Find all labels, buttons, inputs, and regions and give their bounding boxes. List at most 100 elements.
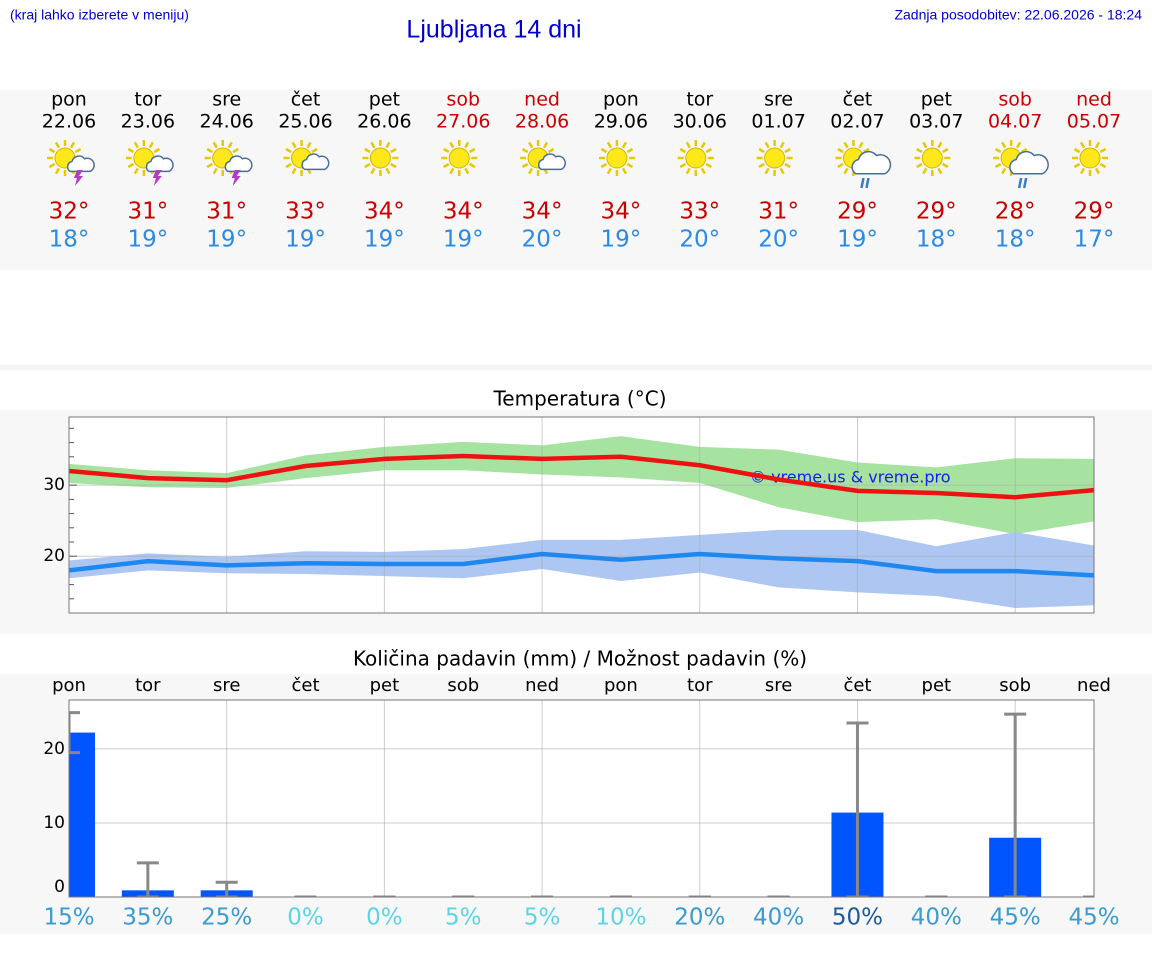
sun-ray xyxy=(306,141,312,149)
sun-ray xyxy=(74,147,82,154)
sun-ray xyxy=(449,167,455,175)
error-bar xyxy=(69,711,80,755)
precip-chance: 20% xyxy=(674,905,725,931)
sun-ray xyxy=(942,147,949,154)
sun-disc xyxy=(606,147,628,169)
precip-chance: 35% xyxy=(122,905,173,931)
weather-icon xyxy=(1072,140,1108,176)
sun-ray xyxy=(942,162,949,169)
day-name: sre xyxy=(212,89,241,111)
precip-chance: 5% xyxy=(524,905,561,931)
temp-low: 18° xyxy=(995,227,1036,253)
sun-ray xyxy=(285,162,292,169)
sun-ray xyxy=(464,167,470,175)
bar xyxy=(69,732,95,897)
day-name: čet xyxy=(291,89,321,111)
precip-chance: 10% xyxy=(595,905,646,931)
plot-frame xyxy=(68,699,1095,898)
sun-ray xyxy=(837,162,844,169)
sun-ray xyxy=(48,147,56,154)
day-name: pet xyxy=(921,89,952,111)
sun-ray xyxy=(858,141,864,149)
x-tick-label: tor xyxy=(687,675,713,696)
temp-low: 20° xyxy=(679,227,720,253)
temp-low: 19° xyxy=(127,227,168,253)
weather-icon xyxy=(204,140,253,186)
sun-ray xyxy=(449,141,455,149)
day-name: ned xyxy=(524,89,560,111)
sun-ray xyxy=(227,141,233,149)
sun-ray xyxy=(212,167,218,175)
sun-disc xyxy=(921,147,943,169)
sun-ray xyxy=(700,141,706,149)
day-date: 24.06 xyxy=(199,111,253,133)
sun-ray xyxy=(291,141,297,149)
sun-ray xyxy=(700,167,706,175)
precip-chance: 45% xyxy=(1068,905,1119,931)
day-date: 02.07 xyxy=(830,111,884,133)
page-title: Ljubljana 14 dni xyxy=(406,16,581,44)
sun-ray xyxy=(606,141,613,149)
sun-ray xyxy=(390,162,397,169)
watermark: © vreme.us & vreme.pro xyxy=(750,468,951,487)
weather-icon xyxy=(598,140,635,176)
day-name: tor xyxy=(134,89,161,111)
temp-high: 28° xyxy=(995,199,1036,225)
sun-ray xyxy=(1016,141,1022,149)
day-name: sob xyxy=(998,89,1032,111)
sun-ray xyxy=(311,147,318,154)
temp-low: 19° xyxy=(837,227,878,253)
sun-ray xyxy=(206,162,213,169)
lightning xyxy=(231,170,241,186)
temp-low: 19° xyxy=(601,227,642,253)
sun-ray xyxy=(1094,141,1101,149)
error-bar xyxy=(1004,712,1027,897)
x-tick-label: sre xyxy=(213,675,240,696)
sun-ray xyxy=(600,147,608,154)
day-date: 26.06 xyxy=(357,111,411,133)
sun-ray xyxy=(133,167,139,175)
sun-ray xyxy=(626,162,634,169)
cloud xyxy=(66,155,95,173)
day-name: pon xyxy=(51,89,87,111)
precip-chance: 50% xyxy=(832,905,883,931)
sun-ray xyxy=(127,162,135,169)
day-date: 22.06 xyxy=(42,111,96,133)
x-tick-label: sre xyxy=(765,675,792,696)
sun-ray xyxy=(1001,167,1007,175)
temp-high: 34° xyxy=(601,199,642,225)
rain-drop xyxy=(1017,177,1023,189)
precip-chance: 0% xyxy=(287,905,324,931)
sun-ray xyxy=(685,141,691,149)
error-bar xyxy=(846,721,869,897)
temp-high: 34° xyxy=(443,199,484,225)
sun-ray xyxy=(527,167,534,175)
sun-ray xyxy=(206,147,213,154)
cloud xyxy=(851,150,892,175)
sun-ray xyxy=(922,167,928,175)
temp-high: 34° xyxy=(522,199,563,225)
sun-ray xyxy=(385,141,391,149)
sun-ray xyxy=(606,167,613,175)
temp-high: 29° xyxy=(837,199,878,225)
sun-ray xyxy=(468,147,476,154)
x-tick-label: čet xyxy=(843,675,871,696)
sun-disc xyxy=(448,147,470,169)
temp-high: 33° xyxy=(679,199,720,225)
y-tick-label: 20 xyxy=(43,739,65,759)
x-tick-label: pet xyxy=(370,675,400,696)
sun-ray xyxy=(1099,162,1107,169)
sun-disc xyxy=(1079,147,1101,169)
rain-drop xyxy=(860,177,865,189)
menu-note: (kraj lahko izberete v meniju) xyxy=(10,7,189,23)
weather-icon xyxy=(677,140,714,176)
precip-chance: 15% xyxy=(43,905,94,931)
day-name: sre xyxy=(764,89,793,111)
sun-ray xyxy=(937,141,943,149)
sun-ray xyxy=(705,162,712,169)
sun-ray xyxy=(937,167,943,175)
sun-ray xyxy=(758,162,765,169)
temp-low: 19° xyxy=(285,227,326,253)
lightning xyxy=(74,170,83,186)
